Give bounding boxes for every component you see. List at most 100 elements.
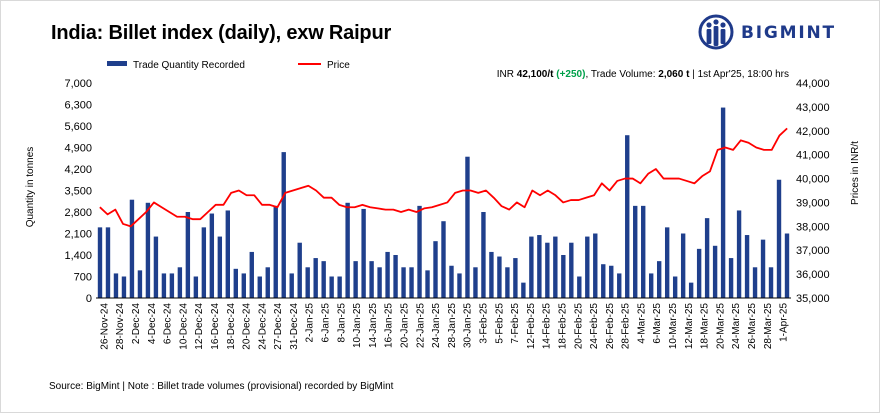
- x-tick-label: 28-Nov-24: [115, 303, 126, 350]
- y-tick-left: 3,500: [64, 186, 92, 198]
- price-line: [99, 127, 788, 228]
- y-axis-label-left: Quantity in tonnes: [25, 147, 36, 228]
- info-line: INR 42,100/t (+250), Trade Volume: 2,060…: [497, 69, 789, 80]
- bar: [353, 261, 358, 298]
- x-tick-label: 14-Feb-25: [542, 303, 553, 350]
- bar: [241, 273, 246, 298]
- legend-bar-swatch: [107, 61, 127, 66]
- bar: [561, 255, 566, 298]
- info-change: (+250): [556, 69, 585, 80]
- bar: [569, 242, 574, 298]
- x-tick-label: 27-Dec-24: [273, 303, 284, 350]
- bar: [760, 239, 766, 298]
- bar: [193, 276, 199, 298]
- x-tick-label: 14-Jan-25: [368, 303, 379, 348]
- x-tick-label: 22-Jan-25: [415, 303, 426, 348]
- bar: [169, 273, 175, 298]
- bar: [784, 233, 790, 298]
- bar: [273, 205, 278, 298]
- x-tick-label: 31-Dec-24: [289, 303, 300, 350]
- x-tick-label: 10-Jan-25: [352, 303, 363, 348]
- bar: [425, 270, 430, 298]
- bar: [553, 236, 558, 298]
- x-tick-label: 30-Jan-25: [463, 303, 474, 348]
- x-tick-label: 5-Feb-25: [494, 303, 505, 344]
- y-tick-right: 40,000: [796, 174, 830, 186]
- x-tick-label: 16-Jan-25: [384, 303, 395, 348]
- x-tick-label: 10-Dec-24: [178, 303, 189, 350]
- x-tick-label: 24-Feb-25: [589, 303, 600, 350]
- info-suffix: | 1st Apr'25, 18:00 hrs: [689, 69, 789, 80]
- x-tick-label: 4-Mar-25: [636, 303, 647, 344]
- bar: [385, 251, 390, 298]
- bar: [401, 267, 406, 298]
- y-tick-right: 36,000: [796, 269, 830, 281]
- bar: [161, 273, 167, 298]
- x-tick-label: 20-Dec-24: [242, 303, 253, 350]
- bar: [257, 276, 262, 298]
- y-tick-right: 44,000: [796, 78, 830, 90]
- bar: [369, 261, 374, 298]
- bigmint-logo-icon: [698, 14, 734, 50]
- bar: [433, 241, 438, 298]
- bar: [361, 208, 366, 298]
- bar: [537, 235, 542, 298]
- x-tick-label: 28-Jan-25: [447, 303, 458, 348]
- bar: [728, 258, 734, 298]
- bar: [121, 276, 127, 298]
- y-axis-label-right: Prices in INR/t: [850, 141, 861, 205]
- y-tick-left: 700: [74, 272, 92, 284]
- x-tick-label: 12-Mar-25: [684, 303, 695, 350]
- y-tick-left: 4,200: [64, 164, 92, 176]
- bar: [768, 267, 774, 298]
- bar: [513, 258, 518, 298]
- x-tick-label: 1-Apr-25: [779, 303, 790, 342]
- x-tick-label: 7-Feb-25: [510, 303, 521, 344]
- y-tick-right: 35,000: [796, 293, 830, 305]
- y-tick-left: 6,300: [64, 100, 92, 112]
- y-tick-right: 43,000: [796, 102, 830, 114]
- bar: [249, 251, 254, 298]
- y-tick-left: 2,100: [64, 229, 92, 241]
- x-tick-label: 24-Mar-25: [731, 303, 742, 350]
- bar: [641, 205, 646, 298]
- bar: [337, 276, 342, 298]
- bar: [145, 202, 151, 298]
- bar: [720, 107, 726, 298]
- bar: [97, 227, 103, 298]
- bar: [593, 233, 598, 298]
- y-tick-left: 1,400: [64, 250, 92, 262]
- bar: [217, 236, 223, 298]
- bar: [313, 258, 318, 298]
- bar: [265, 267, 270, 298]
- bar: [297, 242, 302, 298]
- y-tick-left: 5,600: [64, 121, 92, 133]
- bar: [649, 273, 654, 298]
- bar: [529, 236, 534, 298]
- bar: [672, 276, 678, 298]
- bar: [329, 276, 334, 298]
- bar: [736, 210, 742, 298]
- bar: [776, 179, 782, 298]
- bar: [289, 273, 294, 298]
- bar: [664, 227, 670, 298]
- y-tick-left: 7,000: [64, 78, 92, 90]
- chart-svg: 0 700 1,400 2,100 2,800 3,500 4,200 4,900 5,600 6…: [25, 60, 861, 350]
- info-price: 42,100/t: [517, 69, 554, 80]
- x-tick-label: 10-Mar-25: [668, 303, 679, 350]
- x-tick-label: 20-Jan-25: [400, 303, 411, 348]
- x-tick-label: 2-Jan-25: [305, 303, 316, 343]
- bar: [281, 152, 286, 298]
- bigmint-logo: BIGMINT: [698, 14, 868, 50]
- x-tick-label: 26-Feb-25: [605, 303, 616, 350]
- bar: [209, 213, 215, 298]
- y-tick-right: 37,000: [796, 245, 830, 257]
- bar: [481, 212, 486, 298]
- bar: [625, 135, 630, 298]
- bar: [129, 199, 135, 298]
- bar: [712, 245, 718, 298]
- bar: [177, 267, 183, 298]
- y-tick-right: 39,000: [796, 197, 830, 209]
- x-tick-label: 12-Feb-25: [526, 303, 537, 350]
